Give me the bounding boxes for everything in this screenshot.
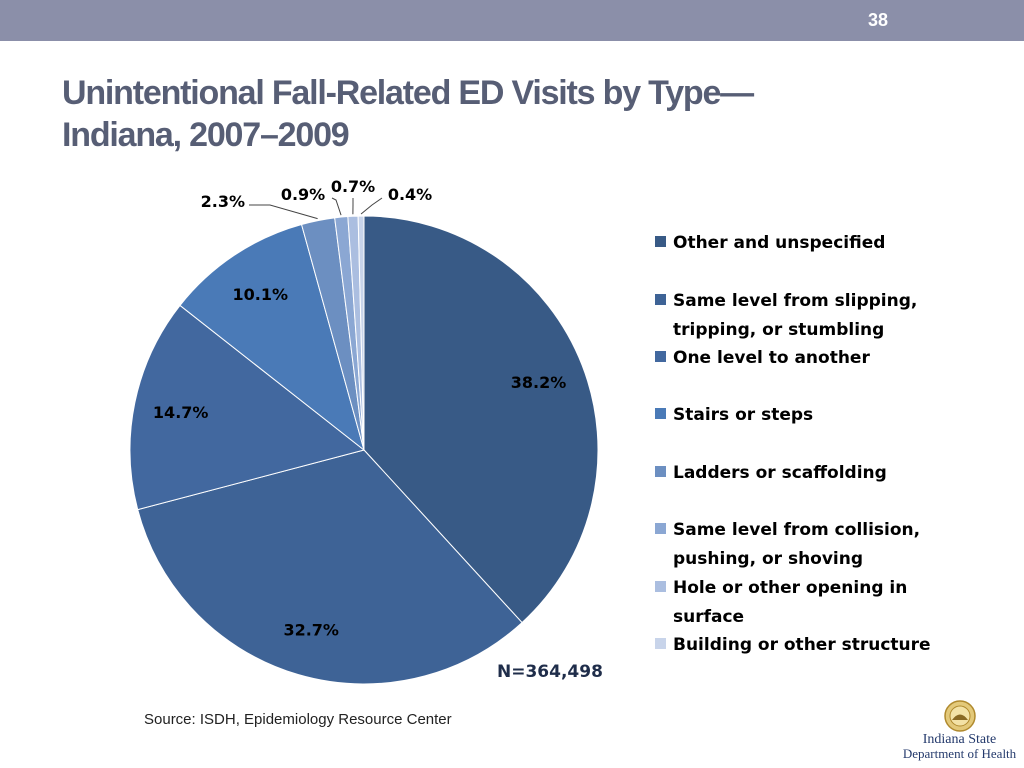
legend-swatch bbox=[655, 581, 666, 592]
legend-label: Other and unspecified bbox=[673, 233, 886, 253]
leader-line bbox=[331, 197, 342, 216]
pie-slice bbox=[357, 215, 365, 451]
pie-slice bbox=[363, 215, 599, 624]
slide-title: Unintentional Fall-Related ED Visits by … bbox=[62, 72, 942, 156]
legend-swatch bbox=[655, 638, 666, 649]
legend-item: Stairs or steps bbox=[655, 401, 945, 430]
pie-slice bbox=[129, 304, 366, 511]
legend-swatch bbox=[655, 236, 666, 247]
data-label: 2.3% bbox=[201, 192, 245, 211]
legend-label: tripping, or stumbling bbox=[673, 320, 885, 340]
pie-slice bbox=[179, 223, 365, 452]
isdh-logo: Indiana State Department of Health bbox=[902, 700, 1017, 764]
data-label: 0.9% bbox=[281, 185, 325, 204]
top-bar: 38 bbox=[0, 0, 1024, 41]
data-label: 10.1% bbox=[232, 285, 288, 304]
data-label: 0.7% bbox=[331, 177, 375, 196]
sample-size-label: N=364,498 bbox=[497, 662, 603, 682]
data-label: 14.7% bbox=[153, 403, 209, 422]
legend-label: One level to another bbox=[673, 348, 870, 368]
legend-item: One level to another bbox=[655, 344, 945, 373]
legend-swatch bbox=[655, 523, 666, 534]
legend-item: Building or other structure bbox=[655, 631, 945, 660]
slide-title-line1: Unintentional Fall-Related ED Visits by … bbox=[62, 74, 754, 112]
slide-title-line2: Indiana, 2007–2009 bbox=[62, 116, 350, 154]
legend-label: Same level from collision, bbox=[673, 520, 921, 540]
logo-line-2: Department of Health bbox=[902, 746, 1017, 761]
legend-label: pushing, or shoving bbox=[673, 549, 864, 569]
legend-swatch bbox=[655, 294, 666, 305]
pie-slice bbox=[137, 449, 523, 685]
legend-swatch bbox=[655, 351, 666, 362]
legend-label: Hole or other opening in bbox=[673, 578, 908, 598]
legend-label: Ladders or scaffolding bbox=[673, 463, 887, 483]
source-note: Source: ISDH, Epidemiology Resource Cent… bbox=[144, 711, 452, 728]
legend-swatch bbox=[655, 408, 666, 419]
logo-line-1: Indiana State bbox=[922, 732, 997, 747]
legend-item: Same level from collision, pushing, or s… bbox=[655, 516, 945, 574]
legend-item: Hole or other opening in surface bbox=[655, 574, 945, 632]
legend-item: Ladders or scaffolding bbox=[655, 459, 945, 488]
leader-line bbox=[360, 197, 383, 215]
legend-label: Building or other structure bbox=[673, 635, 931, 655]
slide-number: 38 bbox=[867, 10, 888, 30]
legend-item: Same level from slipping, tripping, or s… bbox=[655, 287, 945, 345]
legend-swatch bbox=[655, 466, 666, 477]
data-label: 38.2% bbox=[511, 373, 567, 392]
legend-label: Same level from slipping, bbox=[673, 291, 918, 311]
legend-item: Other and unspecified bbox=[655, 229, 945, 258]
state-seal-icon bbox=[944, 700, 976, 732]
data-label: 32.7% bbox=[283, 621, 339, 640]
data-label: 0.4% bbox=[388, 185, 432, 204]
legend-label: surface bbox=[673, 607, 745, 627]
legend-label: Stairs or steps bbox=[673, 405, 814, 425]
leader-line bbox=[249, 204, 318, 220]
